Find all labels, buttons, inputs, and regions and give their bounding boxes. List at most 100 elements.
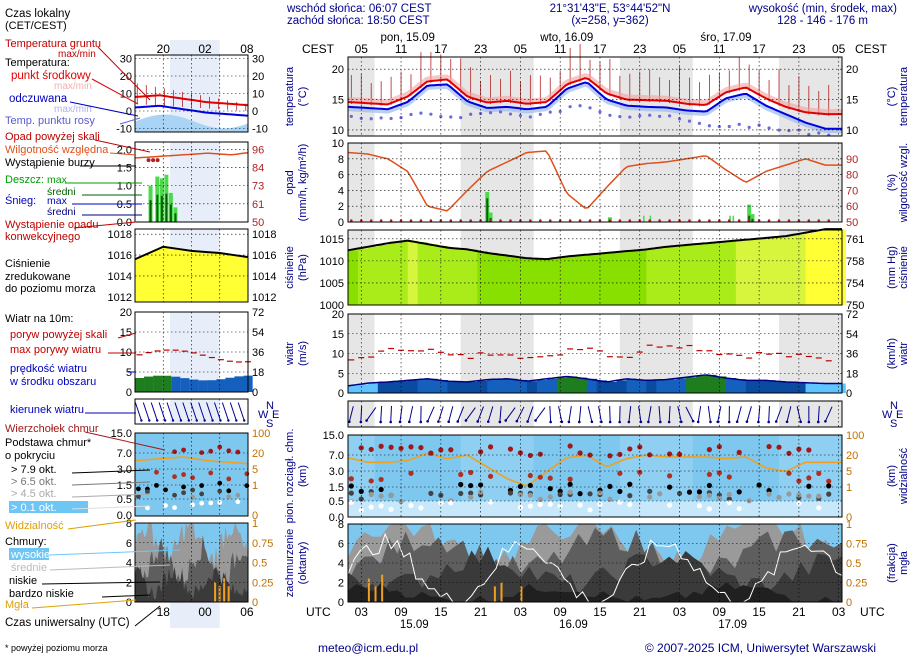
cloudbase-lower	[348, 501, 842, 517]
footer-email[interactable]: meteo@icm.edu.pl	[318, 641, 418, 655]
cloudbase-dot	[826, 478, 832, 484]
cloudbase-dot	[607, 483, 613, 490]
dewpoint-dot	[389, 116, 393, 121]
pressure-column	[517, 256, 528, 305]
wind-arrow-head	[647, 420, 650, 424]
wind-arrow	[786, 406, 792, 422]
dewpoint-dot	[349, 114, 353, 118]
wind-arrow-head	[691, 419, 695, 423]
precip-zero-dot	[628, 219, 632, 222]
dewpoint-dot	[777, 128, 781, 132]
precip-max-bar	[747, 204, 752, 222]
cloudbase-dot	[736, 505, 742, 512]
wind-column	[686, 377, 697, 393]
cloudbase-dot	[706, 492, 712, 498]
legend-precip-mean-bar	[149, 200, 152, 222]
wind-arrow	[775, 406, 783, 422]
wind-arrow-head	[464, 419, 468, 422]
legend-left-tick: 8	[126, 518, 132, 530]
left-tick-label: 5	[338, 368, 344, 380]
cloudbase-dot	[776, 494, 782, 500]
legend-text: Deszcz:	[5, 174, 44, 186]
compass-e: E	[272, 409, 279, 421]
bottom-hour-label: 03	[832, 605, 846, 619]
left-tick-label: 10	[332, 125, 344, 137]
left-axis-title: ciśnienie	[284, 246, 296, 289]
leader-line	[91, 78, 139, 105]
precip-zero-dot	[459, 219, 463, 222]
wind-arrow	[527, 406, 534, 422]
cloudbase-dot	[706, 471, 712, 478]
wind-arrow-head	[816, 420, 820, 424]
wind-column	[696, 376, 707, 393]
legend-wind-arrow	[229, 402, 237, 421]
wind-arrow-head	[348, 420, 351, 424]
legend-cloudbase-dot	[199, 483, 205, 488]
pressure-column	[626, 251, 637, 305]
right-tick-label: 0	[846, 512, 852, 524]
panel-frame	[347, 229, 843, 306]
legend-text: Wilgotność względna	[5, 144, 109, 156]
right-tick-label: 54	[846, 329, 858, 341]
legend-wind-arrow	[142, 402, 150, 421]
cloudbase-dot	[378, 503, 384, 509]
precip-zero-dot	[648, 219, 652, 222]
wind-arrow-head	[767, 420, 770, 424]
legend-text: niskie	[9, 575, 37, 587]
cloudbase-dot	[766, 443, 772, 450]
day-label-top: wto, 16.09	[539, 32, 593, 44]
wind-arrow-head	[398, 420, 402, 424]
wind-arrow	[457, 406, 465, 422]
wind-column	[596, 380, 608, 393]
leader-line	[97, 46, 151, 101]
pressure-column	[397, 241, 409, 305]
plots-layer	[134, 43, 846, 603]
precip-zero-dot	[568, 219, 572, 222]
dewpoint-dot	[807, 132, 811, 137]
legend-text: do poziomu morza	[5, 283, 96, 295]
legend-wind-column	[180, 378, 190, 392]
legend-left-tick: -10	[116, 124, 132, 136]
bottom-hour-label: 15	[593, 605, 607, 619]
cloud-low-layer	[348, 546, 842, 602]
day-label-bottom: 17.09	[718, 619, 747, 631]
dewpoint-dot	[697, 121, 702, 125]
legend-fog-bar	[223, 578, 226, 602]
cloudbase-dot	[617, 488, 623, 495]
cloudbase-dot	[826, 491, 832, 497]
pressure-column	[437, 245, 448, 305]
legend-wind-arrow	[206, 402, 214, 421]
wind-column	[646, 380, 657, 393]
legend-left-tick: 15.0	[111, 428, 132, 440]
cloudbase-dot	[786, 491, 792, 497]
panel-frame	[347, 523, 843, 603]
legend-right-tick: 1	[252, 480, 258, 492]
left-tick-label: 8	[338, 154, 344, 166]
legend-cloudbase-dot	[208, 500, 214, 506]
cloudbase-dot	[666, 484, 673, 490]
legend-cloudbase-dot	[235, 449, 241, 455]
legend-text-okt01: > 0.1 okt.	[11, 502, 57, 514]
top-hour-label: 11	[554, 42, 567, 56]
cloudbase-dot	[487, 444, 494, 450]
wind-arrow	[408, 406, 414, 422]
legend-night-strip-bottom	[170, 602, 220, 628]
footer-copyright: © 2007-2025 ICM, Uniwersytet Warszawski	[645, 641, 876, 655]
wind-column	[576, 377, 588, 393]
legend-cloudbase-dot	[172, 505, 177, 510]
fog-bar	[374, 586, 377, 602]
cloudbase-dot	[806, 475, 812, 481]
left-axis-unit: (m/s)	[297, 341, 309, 366]
pressure-line	[347, 228, 842, 261]
legend-top-hour: 20	[157, 42, 171, 56]
wind-arrow	[448, 406, 454, 422]
right-tick-label: 36	[846, 349, 858, 361]
legend-wind-arrow-head	[179, 419, 183, 422]
wind-column	[527, 381, 538, 393]
wind-arrow-head	[807, 420, 811, 424]
legend-left-tick: 1012	[108, 292, 132, 304]
pressure-column	[417, 242, 429, 305]
legend-cloudbase-dot	[172, 492, 177, 498]
temp-mid-line	[347, 77, 842, 116]
right-tick-label: 0	[846, 388, 852, 400]
